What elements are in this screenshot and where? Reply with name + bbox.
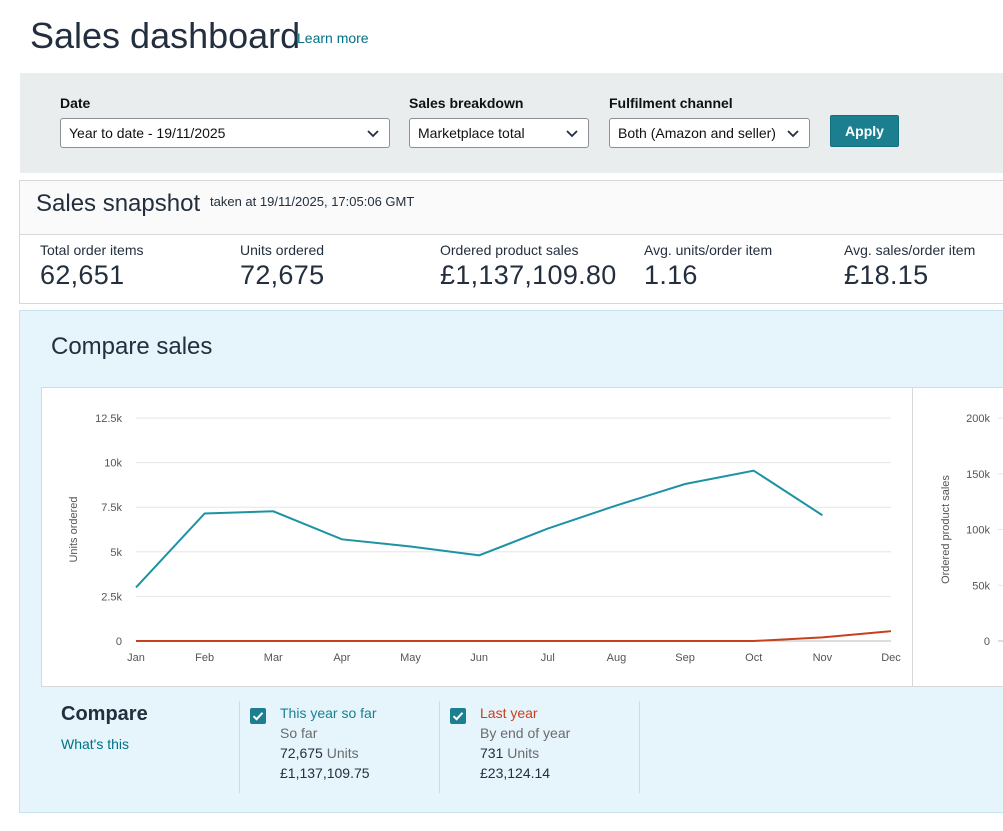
last-year-units: 731	[480, 745, 504, 761]
last-year-name: Last year	[480, 705, 538, 721]
x-tick-label: Sep	[675, 652, 695, 664]
last-year-sub: By end of year	[480, 725, 571, 741]
apply-button[interactable]: Apply	[830, 115, 899, 147]
metric-avg-units: Avg. units/order item 1.16	[644, 242, 772, 291]
this-year-sales: £1,137,109.75	[280, 765, 370, 781]
metric-value: 72,675	[240, 260, 325, 290]
breakdown-label: Sales breakdown	[409, 95, 524, 111]
snapshot-title: Sales snapshot	[36, 190, 201, 217]
y-tick-label: 50k	[972, 580, 990, 592]
checkmark-icon	[452, 712, 464, 721]
last-year-details: Last year By end of year 731 Units £23,1…	[480, 703, 570, 783]
x-tick-label: Aug	[607, 652, 627, 664]
this-year-units: 72,675	[280, 745, 323, 761]
channel-select[interactable]: Both (Amazon and seller)	[609, 118, 810, 148]
learn-more-link[interactable]: Learn more	[297, 30, 369, 46]
breakdown-select-value: Marketplace total	[418, 125, 525, 141]
this-year-sub: So far	[280, 725, 318, 741]
units-label: Units	[507, 745, 540, 761]
y-tick-label: 0	[984, 636, 990, 648]
page-title: Sales dashboard	[30, 15, 301, 56]
sales-snapshot: Sales snapshot taken at 19/11/2025, 17:0…	[19, 180, 1003, 304]
this-year-checkbox[interactable]	[250, 708, 266, 724]
x-tick-label: May	[400, 652, 421, 664]
metric-label: Avg. units/order item	[644, 242, 773, 258]
filter-bar: Date Year to date - 19/11/2025 Sales bre…	[20, 73, 1003, 173]
channel-label: Fulfilment channel	[609, 95, 733, 111]
x-tick-label: Mar	[264, 652, 283, 664]
x-tick-label: Oct	[745, 652, 762, 664]
x-tick-label: Dec	[881, 652, 901, 664]
legend-this-year: This year so far So far 72,675 Units £1,…	[239, 701, 439, 793]
y-tick-label: 0	[116, 636, 122, 648]
this-year-line	[135, 469, 823, 589]
metric-total-order-items: Total order items 62,651	[40, 242, 143, 291]
metric-label: Units ordered	[240, 242, 325, 258]
chevron-down-icon	[367, 130, 379, 138]
metric-label: Avg. sales/order item	[844, 242, 976, 258]
metric-value: 1.16	[644, 260, 698, 290]
x-tick-label: Jan	[127, 652, 145, 664]
breakdown-select[interactable]: Marketplace total	[409, 118, 589, 148]
this-year-details: This year so far So far 72,675 Units £1,…	[280, 703, 376, 783]
this-year-name: This year so far	[280, 705, 377, 721]
chevron-down-icon	[566, 130, 578, 138]
y-tick-label: 100k	[966, 525, 990, 537]
channel-select-value: Both (Amazon and seller)	[618, 125, 776, 141]
y-axis-label: Units ordered	[68, 496, 80, 562]
y-tick-label: 5k	[110, 547, 122, 559]
breakdown-filter: Sales breakdown Marketplace total	[409, 95, 589, 148]
metric-label: Total order items	[40, 242, 144, 258]
units-label: Units	[326, 745, 359, 761]
y-tick-label: 200k	[966, 413, 990, 425]
y-tick-label: 12.5k	[95, 413, 122, 425]
metric-value: £1,137,109.80	[440, 260, 617, 290]
metric-value: 62,651	[40, 260, 125, 290]
channel-filter: Fulfilment channel Both (Amazon and sell…	[609, 95, 810, 148]
x-tick-label: Jun	[470, 652, 488, 664]
metric-value: £18.15	[844, 260, 929, 290]
compare-sales-panel: Compare sales 0 2.5k 5k 7.5k 10k 12.5k Jan Feb M…	[19, 310, 1003, 813]
last-year-checkbox[interactable]	[450, 708, 466, 724]
x-tick-label: Apr	[333, 652, 350, 664]
x-tick-label: Jul	[541, 652, 555, 664]
x-tick-label: Feb	[195, 652, 214, 664]
y-tick-label: 150k	[966, 469, 990, 481]
y-axis-label: Ordered product sales	[940, 475, 952, 584]
compare-heading: Compare	[61, 703, 148, 725]
whats-this-link[interactable]: What's this	[61, 736, 130, 752]
chevron-down-icon	[787, 130, 799, 138]
date-select-value: Year to date - 19/11/2025	[69, 125, 226, 141]
metric-units-ordered: Units ordered 72,675	[240, 242, 324, 291]
chart-container: 0 2.5k 5k 7.5k 10k 12.5k Jan Feb Mar Apr May Jun Jul…	[41, 387, 1003, 687]
date-filter: Date Year to date - 19/11/2025	[60, 95, 390, 148]
units-ordered-chart: 0 2.5k 5k 7.5k 10k 12.5k Jan Feb Mar Apr May Jun Jul…	[68, 413, 901, 664]
last-year-line	[136, 630, 892, 642]
y-tick-label: 2.5k	[101, 591, 122, 603]
x-tick-label: Nov	[813, 652, 833, 664]
snapshot-timestamp: taken at 19/11/2025, 17:05:06 GMT	[210, 194, 415, 209]
metric-avg-sales: Avg. sales/order item £18.15	[844, 242, 975, 291]
compare-title: Compare sales	[51, 333, 213, 360]
chart-divider	[912, 388, 913, 686]
metric-label: Ordered product sales	[440, 242, 579, 258]
legend-last-year: Last year By end of year 731 Units £23,1…	[439, 701, 639, 793]
y-tick-label: 7.5k	[101, 502, 122, 514]
legend-divider	[639, 701, 640, 793]
date-select[interactable]: Year to date - 19/11/2025	[60, 118, 390, 148]
snapshot-header: Sales snapshot taken at 19/11/2025, 17:0…	[20, 181, 1003, 235]
date-label: Date	[60, 95, 91, 111]
metric-ordered-product-sales: Ordered product sales £1,137,109.80	[440, 242, 617, 291]
last-year-sales: £23,124.14	[480, 765, 551, 781]
checkmark-icon	[252, 712, 264, 721]
y-tick-label: 10k	[104, 458, 122, 470]
